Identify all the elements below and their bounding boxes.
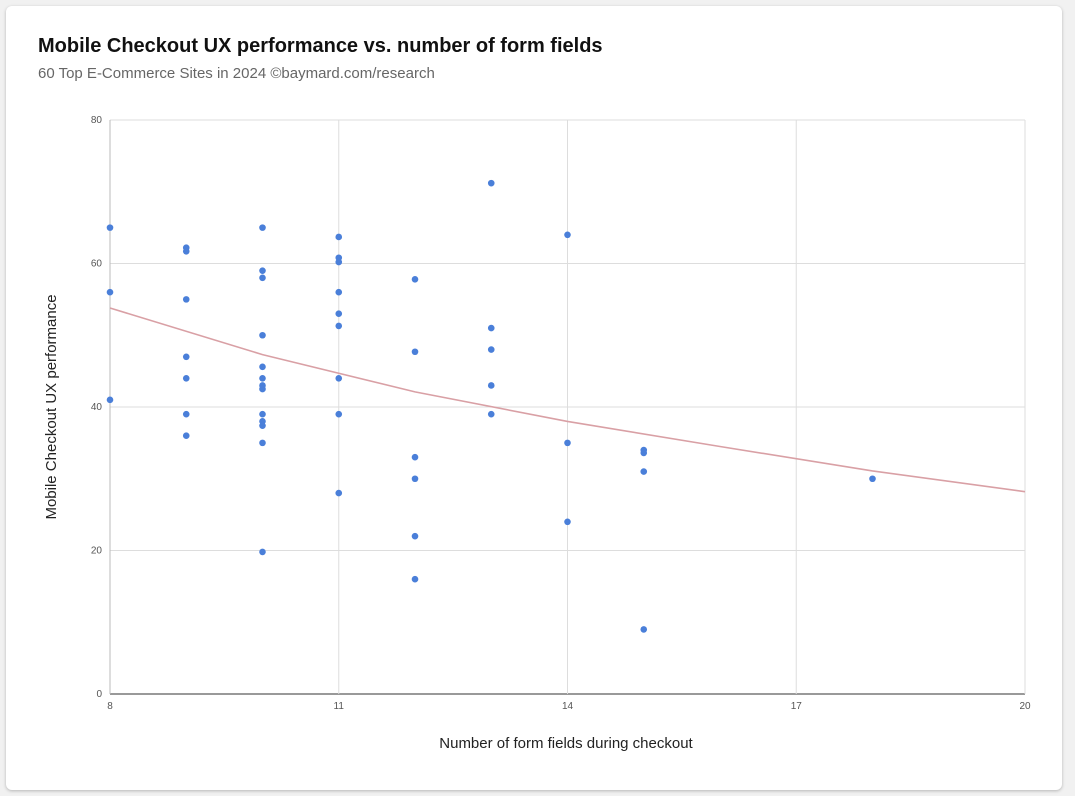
y-tick-label: 60 [91,259,103,270]
data-point [335,322,343,330]
data-point [487,382,495,389]
points-layer [106,179,876,633]
data-point [335,258,343,266]
data-point [259,548,266,556]
x-tick-label: 11 [334,701,345,712]
data-point [411,532,419,540]
trendline [109,307,1026,493]
data-point [411,348,419,356]
data-point [182,353,190,361]
data-point [640,626,648,633]
data-point [487,410,495,418]
data-point [182,248,190,255]
data-point [106,288,114,296]
data-point [411,475,419,483]
data-point [335,489,343,497]
data-point [411,575,419,583]
x-tick-label: 14 [562,701,574,712]
trendline-layer [109,307,1026,493]
data-point [259,267,266,274]
y-tick-label: 40 [91,402,103,413]
data-point [106,224,114,231]
data-point [182,410,190,418]
data-point [182,296,190,303]
data-point [487,179,495,187]
data-point [640,449,648,457]
x-tick-label: 8 [107,701,113,712]
data-point [487,346,495,353]
chart-subtitle: 60 Top E-Commerce Sites in 2024 ©baymard… [38,65,435,82]
data-point [259,439,266,447]
y-tick-label: 0 [96,689,102,700]
data-point [640,468,648,475]
x-axis-title: Number of form fields during checkout [439,735,693,752]
y-axis-title: Mobile Checkout UX performance [43,294,60,519]
data-point [335,410,343,418]
data-point [259,375,266,382]
data-point [411,453,419,461]
data-point [335,310,343,318]
data-point [411,275,419,283]
data-point [335,288,343,296]
data-point [487,324,495,332]
grid-layer [109,119,1026,695]
chart-card [6,6,1062,790]
data-point [182,432,190,440]
tick-labels-layer: 0 20 40 60 80 8 11 14 17 20 [91,115,1031,712]
data-point [869,475,876,483]
data-point [259,385,266,393]
y-tick-label: 20 [91,546,103,557]
data-point [335,233,343,241]
x-tick-label: 17 [791,701,803,712]
data-point [259,363,266,371]
data-point [564,231,571,239]
data-point [259,274,266,282]
data-point [259,331,266,339]
data-point [106,396,114,404]
data-point [335,375,343,382]
data-point [259,224,266,231]
chart-title: Mobile Checkout UX performance vs. numbe… [38,35,603,57]
data-point [564,439,571,447]
data-point [259,422,266,429]
y-tick-label: 80 [91,115,103,126]
data-point [259,410,266,418]
data-point [564,518,571,526]
data-point [182,375,190,382]
x-tick-label: 20 [1019,701,1031,712]
